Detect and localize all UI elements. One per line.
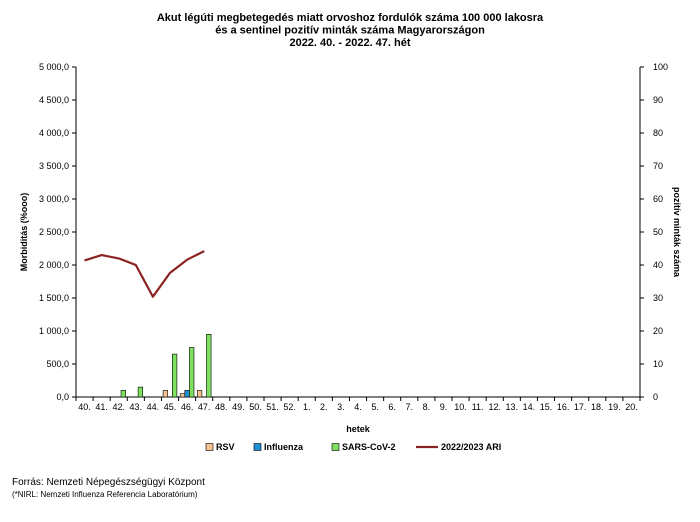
- bar-sars-cov-2: [206, 333, 212, 398]
- y-tick-label-right: 40: [653, 260, 663, 270]
- legend: RSV Influenza SARS-CoV-2 2022/2023 ARI: [205, 442, 501, 452]
- legend-label: 2022/2023 ARI: [441, 442, 501, 452]
- legend-label: RSV: [216, 442, 235, 452]
- y-tick-label-right: 10: [653, 359, 663, 369]
- y-tick-label-left: 2 000,0: [39, 260, 69, 270]
- y-tick-label-left: 4 500,0: [39, 95, 69, 105]
- x-tick-label: 11.: [472, 402, 484, 412]
- y-tick-label-left: 3 000,0: [39, 194, 69, 204]
- y-tick-label-left: 1 500,0: [39, 293, 69, 303]
- legend-swatch: [331, 443, 340, 451]
- x-tick-label: 19.: [608, 402, 621, 412]
- x-tick-label: 6.: [388, 402, 396, 412]
- bar-rsv: [179, 393, 186, 398]
- x-tick-label: 50.: [249, 402, 262, 412]
- x-tick-label: 2.: [320, 402, 328, 412]
- y-tick-label-right: 30: [653, 293, 663, 303]
- x-tick-label: 41.: [95, 402, 108, 412]
- y-tick-label-right: 80: [653, 128, 663, 138]
- y-tick-label-left: 4 000,0: [39, 128, 69, 138]
- legend-swatch: [205, 443, 214, 451]
- x-axis-label: hetek: [346, 424, 371, 434]
- y-tick-label-right: 0: [653, 392, 658, 402]
- y-tick-label-right: 60: [653, 194, 663, 204]
- x-tick-label: 14.: [523, 402, 536, 412]
- source-text: Forrás: Nemzeti Népegészségügyi Központ: [12, 477, 205, 488]
- y-tick-label-right: 100: [653, 62, 668, 72]
- y-tick-label-left: 0,0: [56, 392, 69, 402]
- bar-rsv: [196, 390, 203, 398]
- x-tick-label: 49.: [232, 402, 245, 412]
- chart-title-line: 2022. 40. - 2022. 47. hét: [289, 37, 410, 49]
- x-tick-label: 47.: [198, 402, 211, 412]
- chart-title-line: és a sentinel pozitív minták száma Magya…: [215, 25, 485, 37]
- plot-area: 0,0 500,0 1 000,0 1 500,0 2 000,0 2 500,0 3 00…: [19, 62, 682, 434]
- y-axis-label-right: pozitív minták száma: [672, 187, 682, 278]
- y-axis-label-left: Morbiditás (%ooo): [19, 193, 29, 272]
- y-tick-label-right: 90: [653, 95, 663, 105]
- y-tick-label-left: 2 500,0: [39, 227, 69, 237]
- x-tick-label: 4.: [354, 402, 362, 412]
- x-tick-label: 51.: [266, 402, 279, 412]
- bar-sars-cov-2: [120, 390, 126, 398]
- y-tick-label-left: 500,0: [46, 359, 69, 369]
- y-tick-label-right: 70: [653, 161, 663, 171]
- x-tick-label: 48.: [215, 402, 228, 412]
- bar-influenza: [184, 390, 190, 398]
- x-tick-label: 40.: [78, 402, 91, 412]
- y-tick-label-left: 5 000,0: [39, 62, 69, 72]
- bar-sars-cov-2: [172, 353, 178, 398]
- x-tick-label: 13.: [506, 402, 519, 412]
- x-tick-label: 42.: [112, 402, 125, 412]
- x-tick-label: 45.: [164, 402, 177, 412]
- x-tick-label: 52.: [283, 402, 296, 412]
- x-tick-label: 20.: [625, 402, 638, 412]
- x-tick-label: 43.: [130, 402, 143, 412]
- y-tick-label-right: 20: [653, 326, 663, 336]
- x-tick-label: 9.: [440, 402, 448, 412]
- y-tick-label-left: 3 500,0: [39, 161, 69, 171]
- chart-title: Akut légúti megbetegedés miatt orvoshoz …: [157, 12, 544, 49]
- x-tick-label: 10.: [454, 402, 467, 412]
- x-tick-label: 8.: [423, 402, 431, 412]
- y-tick-label-right: 50: [653, 227, 663, 237]
- bar-sars-cov-2: [137, 386, 144, 398]
- x-tick-label: 44.: [147, 402, 160, 412]
- x-tick-label: 3.: [337, 402, 345, 412]
- x-tick-label: 7.: [406, 402, 414, 412]
- x-tick-label: 15.: [540, 402, 553, 412]
- x-tick-label: 5.: [371, 402, 379, 412]
- bar-sars-cov-2: [189, 347, 195, 398]
- x-tick-label: 17.: [574, 402, 587, 412]
- x-tick-label: 46.: [181, 402, 194, 412]
- x-tick-label: 18.: [591, 402, 604, 412]
- bar-rsv: [162, 390, 169, 398]
- x-tick-label: 16.: [557, 402, 570, 412]
- x-tick-label: 12.: [488, 402, 501, 412]
- legend-label: Influenza: [264, 442, 304, 452]
- y-tick-label-left: 1 000,0: [39, 326, 69, 336]
- chart-title-line: Akut légúti megbetegedés miatt orvoshoz …: [157, 12, 544, 24]
- x-tick-label: 1.: [303, 402, 311, 412]
- line-series-ari: [84, 250, 205, 298]
- legend-label: SARS-CoV-2: [342, 442, 396, 452]
- legend-swatch: [253, 443, 262, 451]
- source-note: (*NIRL: Nemzeti Influenza Referencia Lab…: [12, 490, 198, 499]
